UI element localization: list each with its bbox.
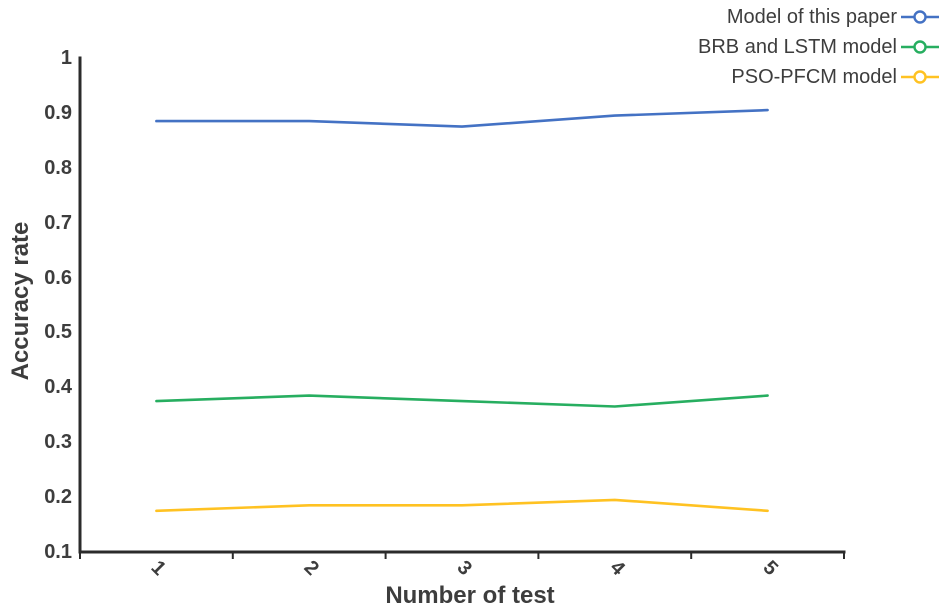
y-tick-label: 0.1 [44,541,72,563]
y-tick-label: 0.9 [44,101,72,124]
y-tick-label: 0.2 [44,486,72,509]
series-line-3 [155,498,769,513]
legend-line-circle-icon [901,40,939,54]
y-tick-label: 1 [60,47,72,69]
series-line-2 [155,394,769,408]
legend-label: PSO-PFCM model [731,65,897,88]
legend-line-circle-icon [901,70,939,84]
axes [78,56,846,554]
y-tick-label: 0.6 [44,266,72,289]
legend-line-circle-icon [901,10,939,24]
legend-label: BRB and LSTM model [698,35,897,58]
y-tick-label: 0.4 [44,376,72,399]
legend: Model of this paper BRB and LSTM model PSO… [698,2,940,92]
legend-item: Model of this paper [727,2,940,32]
legend-item: PSO-PFCM model [731,62,940,92]
y-axis-title: Accuracy rate [7,221,34,381]
series-line-1 [155,108,769,128]
x-axis-title: Number of test [385,582,555,609]
y-tick-label: 0.7 [44,211,72,234]
legend-item: BRB and LSTM model [698,32,940,62]
y-tick-label: 0.5 [44,321,72,344]
y-tick-label: 0.3 [44,431,72,454]
y-tick-label: 0.8 [44,156,72,179]
legend-label: Model of this paper [726,5,897,28]
